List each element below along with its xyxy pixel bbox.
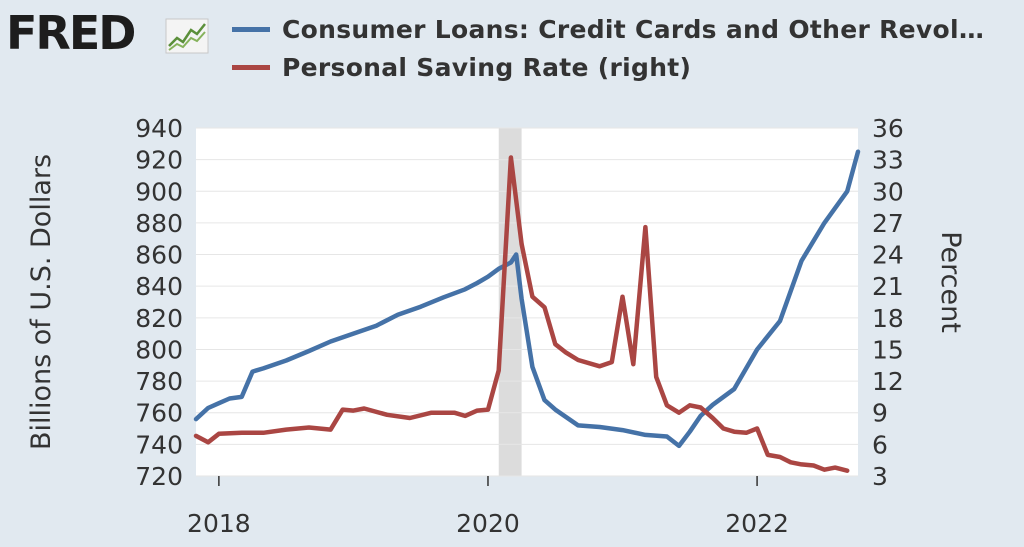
y-left-tick-label: 820 xyxy=(135,304,183,333)
y-right-tick-label: 6 xyxy=(872,430,888,459)
y-left-tick-label: 940 xyxy=(135,114,183,143)
x-tick-label: 2022 xyxy=(725,509,789,538)
fred-logo: FRED xyxy=(6,6,136,60)
x-tick-label: 2018 xyxy=(187,509,251,538)
y-left-tick-label: 800 xyxy=(135,335,183,364)
y-left-tick-label: 900 xyxy=(135,177,183,206)
y-right-tick-label: 12 xyxy=(872,367,904,396)
y-right-tick-label: 27 xyxy=(872,209,904,238)
y-right-axis-title: Percent xyxy=(935,231,966,333)
y-left-tick-label: 860 xyxy=(135,241,183,270)
y-right-tick-label: 9 xyxy=(872,399,888,428)
y-left-tick-label: 720 xyxy=(135,462,183,491)
y-left-tick-label: 780 xyxy=(135,367,183,396)
y-left-tick-label: 880 xyxy=(135,209,183,238)
y-left-tick-label: 740 xyxy=(135,430,183,459)
y-left-tick-label: 920 xyxy=(135,146,183,175)
y-right-tick-label: 24 xyxy=(872,241,904,270)
legend-label-red: Personal Saving Rate (right) xyxy=(282,52,692,82)
y-left-tick-label: 840 xyxy=(135,272,183,301)
y-left-tick-label: 760 xyxy=(135,399,183,428)
y-right-tick-label: 30 xyxy=(872,177,904,206)
legend-swatch-red xyxy=(232,64,270,70)
y-right-tick-label: 21 xyxy=(872,272,904,301)
legend-label-blue: Consumer Loans: Credit Cards and Other R… xyxy=(282,14,985,44)
y-right-tick-label: 15 xyxy=(872,335,904,364)
chart-header: FRED Consumer Loans: Credit Cards and Ot… xyxy=(0,0,1024,110)
legend-item-blue[interactable]: Consumer Loans: Credit Cards and Other R… xyxy=(232,14,984,44)
series-line-consumer-loans xyxy=(193,149,861,449)
x-tick-label: 2020 xyxy=(456,509,520,538)
plot-area xyxy=(196,128,858,476)
y-right-tick-label: 36 xyxy=(872,114,904,143)
y-right-tick-label: 33 xyxy=(872,146,904,175)
legend-item-red[interactable]: Personal Saving Rate (right) xyxy=(232,52,691,82)
y-left-axis-title: Billions of U.S. Dollars xyxy=(26,154,57,450)
y-right-tick-label: 3 xyxy=(872,462,888,491)
y-right-tick-label: 18 xyxy=(872,304,904,333)
series-line-saving-rate xyxy=(193,155,850,473)
legend-swatch-blue xyxy=(232,26,270,32)
fred-chart-icon xyxy=(165,18,209,54)
